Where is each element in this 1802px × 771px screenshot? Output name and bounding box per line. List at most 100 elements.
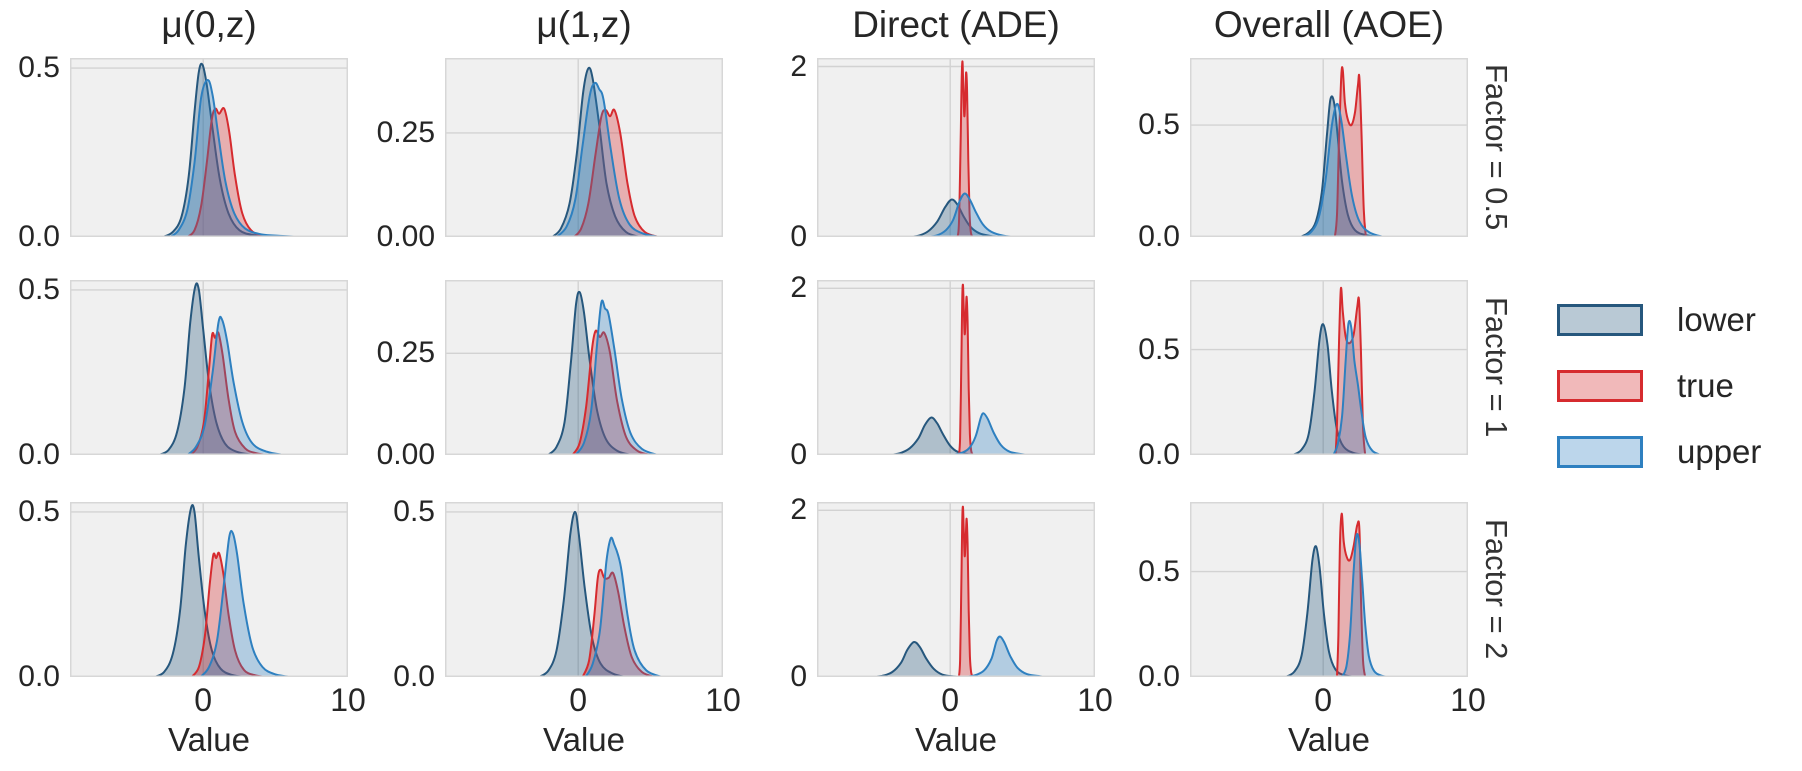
- kde-line-true: [571, 329, 653, 455]
- panel-border: [445, 502, 723, 677]
- kde-line-upper: [1332, 319, 1382, 455]
- ytick-label: 0.5: [18, 494, 60, 528]
- panel-background: [817, 58, 1095, 237]
- kde-line-upper: [1302, 102, 1385, 237]
- legend-label-lower: lower: [1677, 301, 1756, 338]
- xtick-label: 0: [194, 682, 213, 718]
- legend-item-true: true: [1557, 367, 1761, 405]
- kde-fill-upper: [200, 530, 293, 677]
- kde-line-upper: [555, 81, 661, 237]
- panel-border: [1190, 502, 1468, 677]
- panel-r2c3: [817, 280, 1095, 455]
- kde-line-lower: [538, 510, 627, 677]
- panel-r1c4: [1190, 58, 1468, 237]
- ytick-label: 0.0: [1138, 438, 1180, 471]
- kde-line-upper: [926, 192, 1020, 237]
- legend-swatch-upper: [1557, 436, 1643, 468]
- kde-line-lower: [909, 198, 1006, 237]
- kde-line-upper: [574, 299, 659, 455]
- ytick-label: 0.0: [1138, 220, 1180, 253]
- panel-r3c3: [817, 502, 1095, 677]
- kde-line-true: [1334, 286, 1367, 455]
- kde-line-lower: [157, 282, 255, 455]
- x-axis-label: Value: [915, 721, 997, 758]
- kde-fill-true: [572, 330, 653, 455]
- ytick-label: 0.00: [376, 438, 435, 471]
- kde-fill-upper: [963, 636, 1055, 677]
- kde-line-lower: [153, 504, 247, 677]
- ytick-label: 0.0: [18, 660, 60, 693]
- kde-line-lower: [551, 66, 641, 237]
- kde-fill-lower: [158, 283, 254, 455]
- kde-line-lower: [869, 640, 970, 677]
- ytick-label: 0.0: [393, 660, 435, 693]
- panel-border: [70, 280, 348, 455]
- legend-label-upper: upper: [1677, 433, 1762, 470]
- xtick-label: 10: [1450, 682, 1486, 718]
- xtick-label: 0: [1314, 682, 1333, 718]
- kde-line-true: [957, 505, 975, 677]
- panel-background: [817, 280, 1095, 455]
- kde-line-true: [186, 107, 276, 237]
- xtick-label: 10: [705, 682, 741, 718]
- kde-line-true: [957, 283, 975, 455]
- panel-r1c3: [817, 58, 1095, 237]
- row-label-factor-0-5: Factor = 0.5: [1479, 64, 1514, 231]
- legend-item-upper: upper: [1557, 433, 1761, 471]
- kde-line-true: [1336, 512, 1367, 677]
- kde-fill-upper: [575, 300, 658, 455]
- legend-swatch-true: [1557, 370, 1643, 402]
- ytick-label: 0: [790, 660, 807, 693]
- kde-fill-true: [1334, 67, 1366, 237]
- kde-fill-upper: [1333, 320, 1382, 455]
- kde-line-true: [956, 60, 974, 237]
- col-title-overall: Overall (AOE): [1213, 4, 1445, 45]
- ytick-label: 0.00: [376, 220, 435, 253]
- kde-fill-lower: [1300, 96, 1382, 237]
- panel-border: [817, 280, 1095, 455]
- legend: lower true upper: [1557, 301, 1761, 471]
- col-title-direct: Direct (ADE): [852, 4, 1060, 45]
- ytick-label: 0.5: [18, 272, 60, 306]
- ytick-label: 0: [790, 438, 807, 471]
- panel-border: [445, 280, 723, 455]
- panel-border: [70, 58, 348, 237]
- xtick-label: 0: [941, 682, 960, 718]
- legend-swatch-lower: [1557, 304, 1643, 336]
- kde-line-true: [190, 551, 269, 677]
- x-axis-label: Value: [1288, 721, 1370, 758]
- row-label-factor-1: Factor = 1: [1479, 297, 1514, 438]
- ytick-label: 2: [790, 271, 807, 305]
- kde-fill-upper: [556, 82, 661, 237]
- kde-line-upper: [169, 79, 305, 237]
- col-title-mu1z: μ(1,z): [536, 4, 632, 45]
- panel-border: [70, 502, 348, 677]
- ytick-label: 2: [790, 49, 807, 83]
- kde-line-upper: [186, 315, 285, 455]
- ytick-label: 0.5: [1138, 554, 1180, 588]
- panel-r3c1: [70, 502, 348, 677]
- ytick-label: 0.0: [1138, 660, 1180, 693]
- panel-border: [817, 502, 1095, 677]
- kde-line-lower: [547, 290, 633, 455]
- kde-fill-upper: [585, 537, 663, 677]
- kde-line-lower: [1292, 323, 1367, 455]
- kde-fill-true: [1337, 513, 1366, 677]
- panel-r2c4: [1190, 280, 1468, 455]
- ytick-label: 0.5: [1138, 332, 1180, 366]
- kde-fill-upper: [169, 79, 305, 237]
- kde-line-upper: [1341, 533, 1392, 677]
- panel-border: [1190, 58, 1468, 237]
- ytick-label: 0.5: [18, 51, 60, 85]
- kde-line-upper: [963, 635, 1055, 677]
- panel-r3c2: [445, 502, 723, 677]
- panel-r2c2: [445, 280, 723, 455]
- ytick-label: 0.0: [18, 438, 60, 471]
- kde-fill-true: [582, 569, 655, 677]
- kde-line-upper: [948, 412, 1038, 455]
- ytick-label: 0.5: [393, 494, 435, 528]
- kde-line-upper: [584, 536, 663, 677]
- panel-r1c2: [445, 58, 723, 237]
- panel-background: [817, 502, 1095, 677]
- kde-line-true: [1333, 66, 1367, 237]
